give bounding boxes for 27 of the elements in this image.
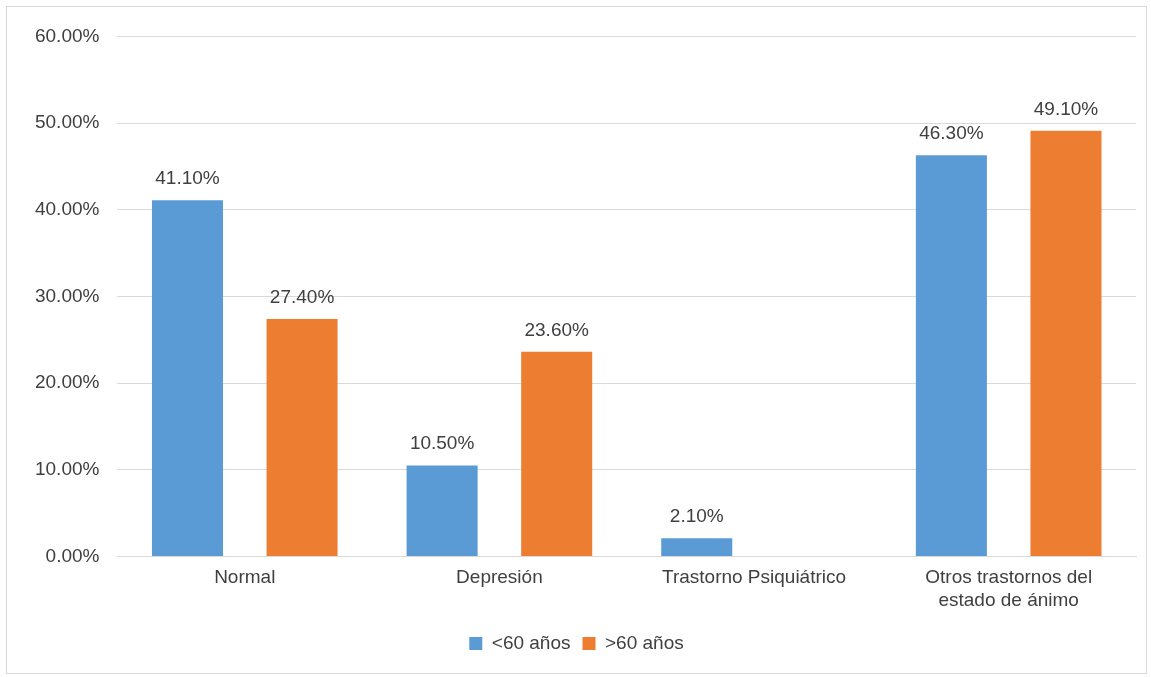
bar	[266, 318, 338, 556]
bar	[521, 351, 593, 556]
bar	[406, 465, 478, 556]
x-tick-label: Normal	[214, 566, 276, 588]
data-label: 2.10%	[669, 504, 724, 526]
y-tick-label: 0.00%	[45, 544, 100, 566]
bar	[151, 200, 223, 556]
y-tick-label: 20.00%	[34, 371, 100, 393]
data-label: 46.30%	[919, 121, 984, 143]
legend-label: >60 años	[605, 631, 684, 653]
bar	[1030, 130, 1102, 556]
y-tick-label: 30.00%	[34, 284, 100, 306]
y-tick-label: 60.00%	[34, 24, 100, 46]
data-label: 27.40%	[269, 285, 335, 307]
y-tick-label: 40.00%	[34, 197, 100, 219]
y-tick-label: 10.00%	[34, 457, 100, 479]
data-label: 23.60%	[524, 318, 590, 340]
data-label: 10.50%	[409, 432, 475, 454]
x-tick-label: Depresión	[456, 566, 543, 588]
legend-label: <60 años	[491, 631, 571, 653]
x-tick-label: Trastorno Psiquiátrico	[661, 566, 847, 588]
data-label: 41.10%	[155, 166, 220, 188]
bar	[661, 538, 733, 556]
x-tick-label: Otros trastornos del estado de ánimo	[925, 566, 1093, 610]
y-tick-label: 50.00%	[34, 111, 100, 133]
data-label: 49.10%	[1033, 97, 1099, 119]
bar	[915, 155, 987, 556]
